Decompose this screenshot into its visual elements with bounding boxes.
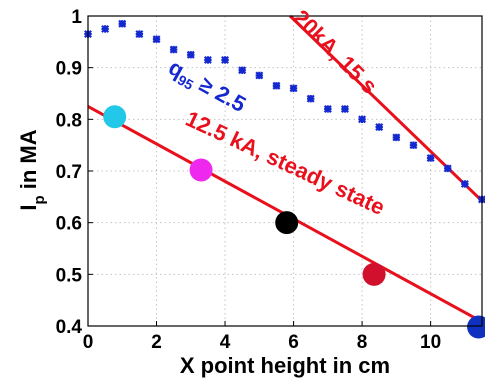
y-tick-label: 1 [71,7,82,28]
q95-marker [323,105,332,113]
y-label-sub: p [31,195,48,204]
annotation-12-5ka: 12.5 kA, steady state [182,106,389,220]
q95-marker [443,164,452,173]
q95-marker [203,55,212,64]
highlight-point [275,211,299,235]
x-axis-label: X point height in cm [180,353,390,378]
annotation-q95: q95 ≥ 2.5 [163,55,250,120]
q95-marker [409,141,418,150]
x-tick-label: 4 [220,332,231,353]
q95-marker [358,115,367,124]
q95-marker [392,133,401,142]
q95-marker [152,35,161,44]
q95-marker [101,24,110,33]
q95-marker [340,105,349,113]
x-tick-label: 8 [357,332,368,353]
q95-sub: 95 [175,72,197,94]
q95-marker [289,84,298,93]
annotation-20ka: 20kA, 15 s [288,5,382,99]
q95-marker [460,179,469,188]
q95-marker [426,154,435,163]
x-tick-label: 10 [420,332,441,353]
tick-labels: 0 2 4 6 8 10 0.4 0.5 0.6 0.7 0.8 0.9 1 [56,7,442,353]
y-tick-label: 0.6 [56,214,82,235]
q95-marker [375,123,384,132]
highlight-point [189,158,213,182]
plot-frame [87,15,483,327]
q95-marker [221,55,230,64]
q95-marker [238,66,247,75]
y-tick-label: 0.5 [56,265,83,286]
highlight-points [103,105,485,339]
highlight-point [362,262,386,286]
y-tick-label: 0.9 [56,59,82,80]
x-tick-label: 2 [151,332,162,353]
y-label-main: I [16,205,41,211]
q95-marker [118,19,127,28]
q95-marker [272,81,281,90]
q95-marker [306,94,315,103]
highlight-point [103,105,127,129]
y-tick-label: 0.4 [56,317,83,338]
y-axis-label: Ip in MA [16,129,48,210]
x-tick-label: 0 [83,332,94,353]
q95-marker [135,30,144,39]
q95-marker [255,71,264,80]
x-tick-label: 6 [288,332,299,353]
highlight-point [467,315,485,339]
y-tick-label: 0.8 [56,110,82,131]
y-label-rest: in MA [16,129,41,195]
q95-marker [169,45,178,54]
q95-marker [186,50,195,59]
y-tick-label: 0.7 [56,162,82,183]
